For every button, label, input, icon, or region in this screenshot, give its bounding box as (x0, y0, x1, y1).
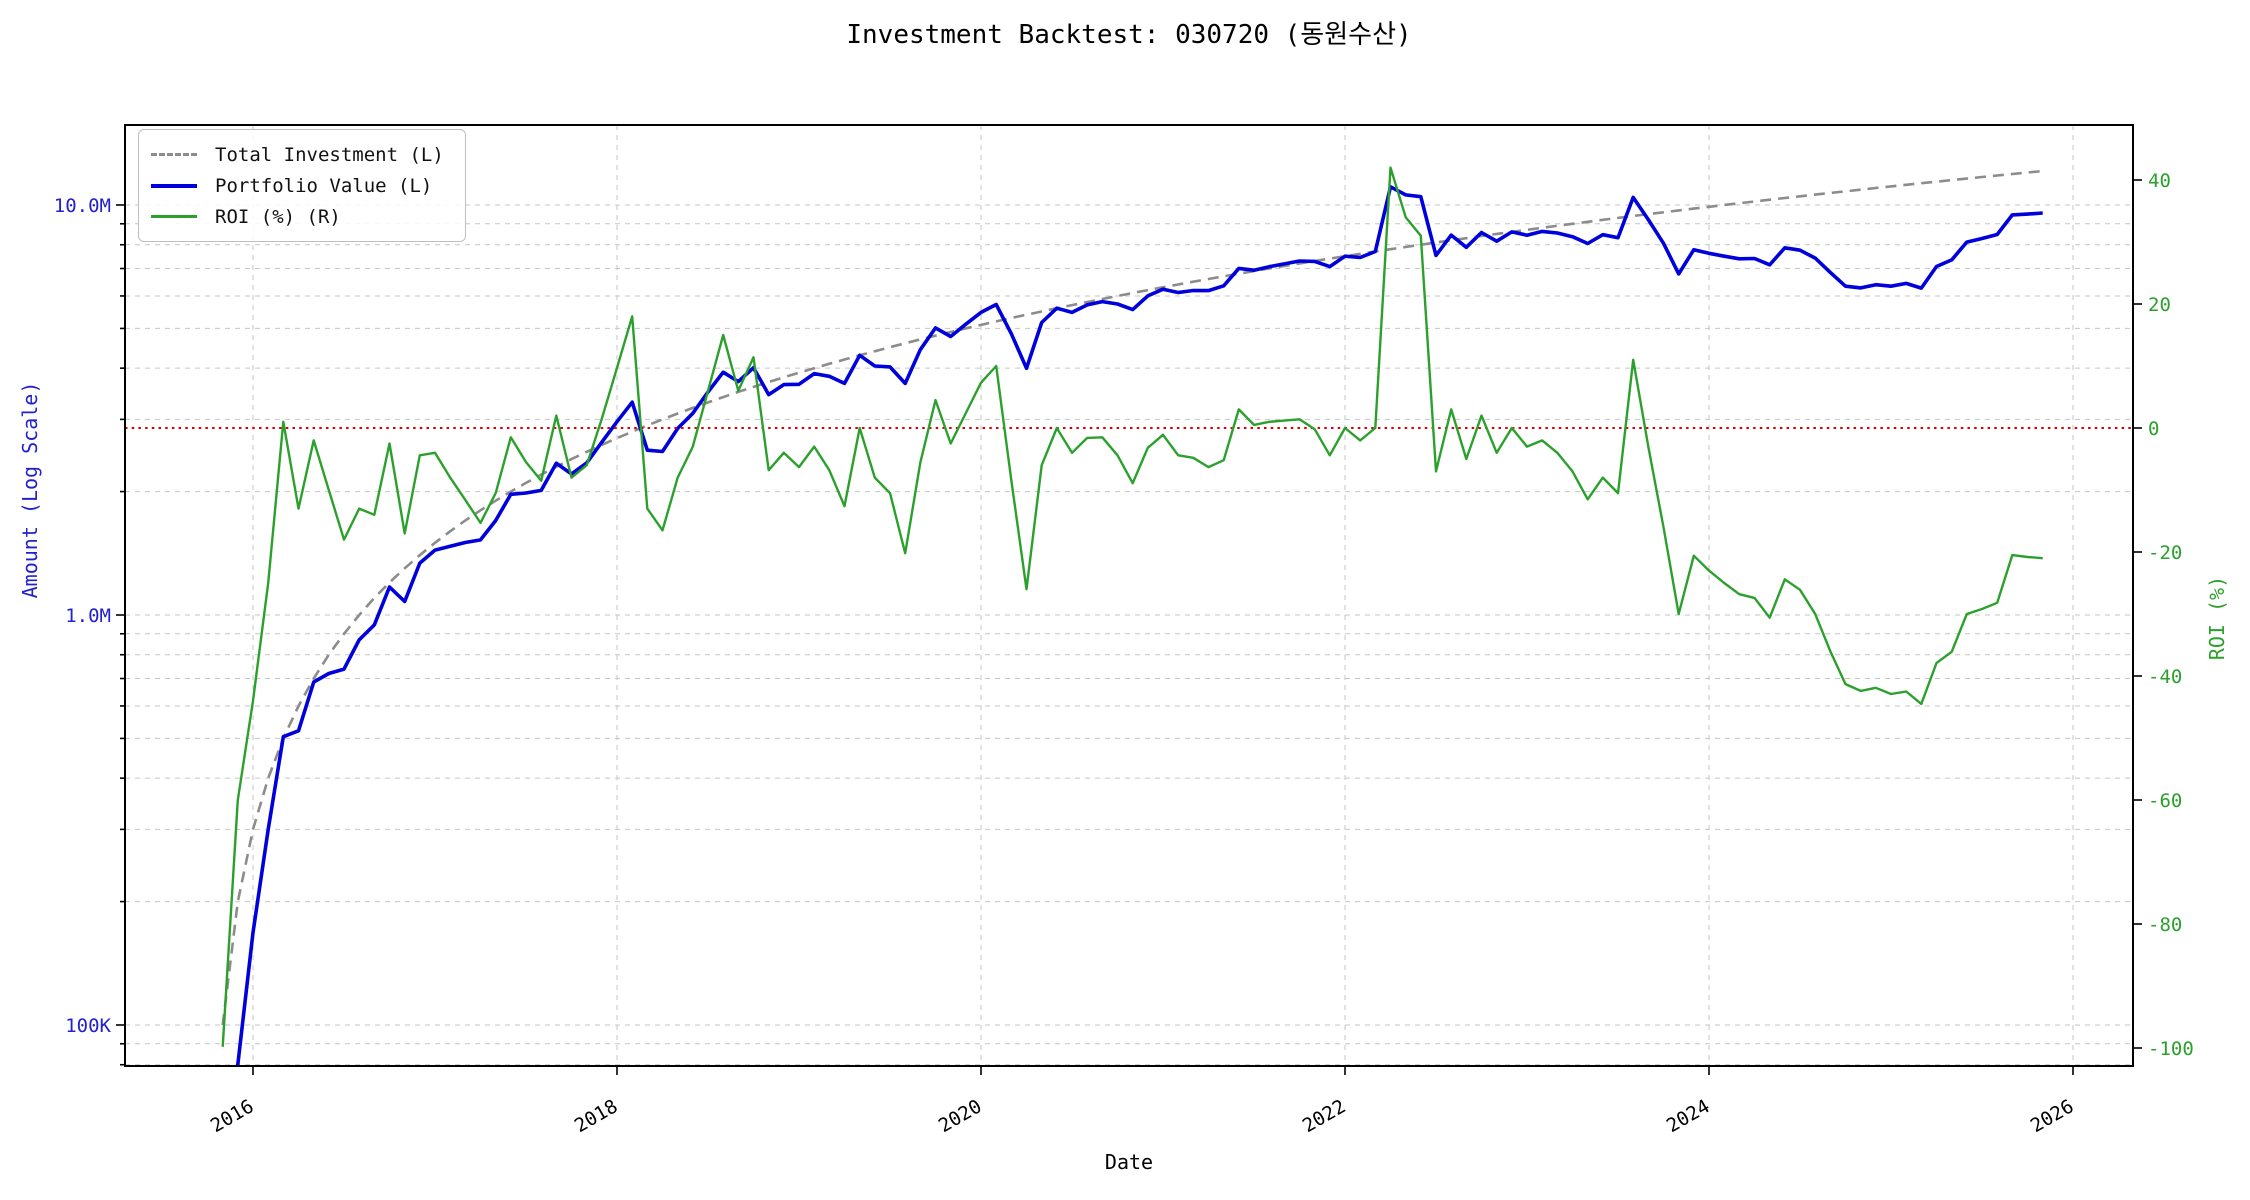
gridlines (125, 125, 2133, 1066)
legend-label: Portfolio Value (L) (215, 174, 433, 197)
right-tick-label: 20 (2148, 294, 2171, 316)
right-tick-label: -100 (2148, 1038, 2194, 1060)
x-axis-label: Date (1104, 1150, 1154, 1174)
x-tick-label: 2022 (1299, 1095, 1350, 1137)
x-tick-label: 2026 (2027, 1095, 2078, 1137)
right-tick-label: -80 (2148, 914, 2182, 936)
plot-border (124, 124, 2134, 1067)
right-tick-label: -60 (2148, 790, 2182, 812)
portfolio-value-line-swatch (151, 183, 197, 188)
tick-marks (116, 179, 2142, 1075)
legend-item-roi: ROI (%) (R) (151, 201, 453, 232)
x-tick-label: 2018 (571, 1095, 622, 1137)
left-tick-label: 100K (65, 1015, 111, 1037)
legend-item-portfolio-value: Portfolio Value (L) (151, 170, 453, 201)
portfolio-value-line (235, 185, 2043, 1066)
x-tick-label: 2024 (1663, 1095, 1714, 1137)
right-y-axis-label: ROI (%) (2205, 575, 2229, 661)
left-tick-label: 10.0M (54, 195, 111, 217)
left-y-axis-label: Amount (Log Scale) (18, 381, 42, 599)
legend: Total Investment (L) Portfolio Value (L)… (138, 129, 466, 242)
x-tick-label: 2016 (207, 1095, 258, 1137)
legend-label: ROI (%) (R) (215, 205, 341, 228)
tick-labels: 100K 1.0M 10.0M 40 20 0 -20 -40 -60 -80 -100 2016 20… (54, 170, 2194, 1137)
x-tick-label: 2020 (935, 1095, 986, 1137)
roi-line (221, 166, 2043, 1047)
total-investment-line-swatch (151, 153, 197, 156)
right-tick-label: 0 (2148, 418, 2159, 440)
right-tick-label: -40 (2148, 666, 2182, 688)
chart-title: Investment Backtest: 030720 (동원수산) (846, 20, 1412, 50)
right-tick-label: 40 (2148, 170, 2171, 192)
legend-label: Total Investment (L) (215, 143, 444, 166)
roi-line-swatch (151, 215, 197, 218)
legend-item-total-investment: Total Investment (L) (151, 139, 453, 170)
left-tick-label: 1.0M (65, 605, 111, 627)
right-tick-label: -20 (2148, 542, 2182, 564)
total-investment-line (221, 169, 2043, 1026)
